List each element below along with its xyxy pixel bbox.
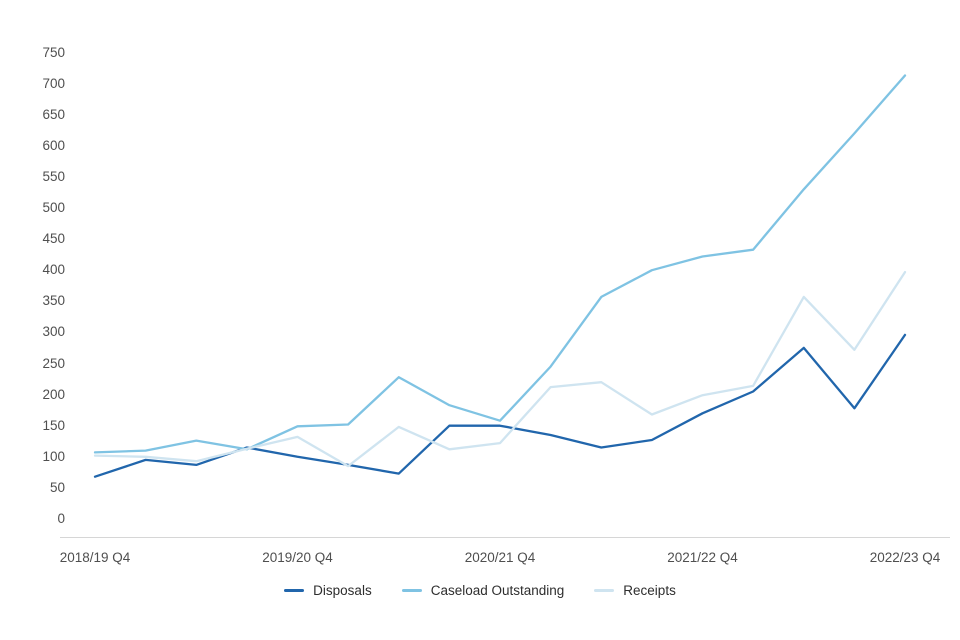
disposals-line-swatch — [284, 589, 305, 592]
caseload-outstanding-line-swatch — [401, 589, 422, 592]
y-axis-tick-label: 0 — [57, 511, 65, 526]
y-axis-tick-label: 650 — [42, 106, 65, 122]
legend-label: Disposals — [313, 583, 372, 598]
x-axis-tick-label: 2019/20 Q4 — [262, 550, 333, 565]
x-axis-tick-label: 2020/21 Q4 — [464, 550, 536, 565]
y-axis-tick-label: 250 — [42, 355, 65, 371]
y-axis-tick-label: 750 — [42, 44, 65, 60]
x-axis-tick-label: 2021/22 Q4 — [667, 550, 738, 565]
y-axis-tick-label: 700 — [42, 75, 65, 91]
legend-label: Receipts — [623, 583, 676, 598]
receipts-line-swatch — [594, 589, 615, 592]
y-axis-tick-label: 100 — [42, 448, 65, 464]
y-axis-tick-label: 600 — [42, 137, 65, 153]
legend-item-receipts: Receipts — [594, 583, 676, 598]
y-axis-tick-label: 50 — [49, 479, 65, 495]
y-axis-tick-label: 550 — [42, 168, 65, 184]
legend: Disposals Caseload Outstanding Receipts — [0, 583, 960, 598]
legend-item-disposals: Disposals — [284, 583, 372, 598]
y-axis-tick-label: 350 — [42, 293, 65, 309]
legend-item-caseload-outstanding: Caseload Outstanding — [401, 583, 565, 598]
y-axis-tick-label: 150 — [42, 417, 65, 433]
line-caseload-outstanding — [93, 74, 907, 454]
y-axis-tick-label: 400 — [42, 262, 65, 278]
y-axis-tick-label: 200 — [42, 386, 65, 402]
y-axis-tick-label: 500 — [42, 200, 65, 215]
x-axis-tick-label: 2018/19 Q4 — [59, 550, 131, 565]
y-axis-tick-label: 450 — [42, 231, 65, 247]
x-axis-tick-label: 2022/23 Q4 — [869, 550, 941, 565]
y-axis-tick-label: 300 — [42, 324, 65, 340]
line-receipts — [93, 270, 907, 468]
legend-label: Caseload Outstanding — [430, 583, 565, 598]
